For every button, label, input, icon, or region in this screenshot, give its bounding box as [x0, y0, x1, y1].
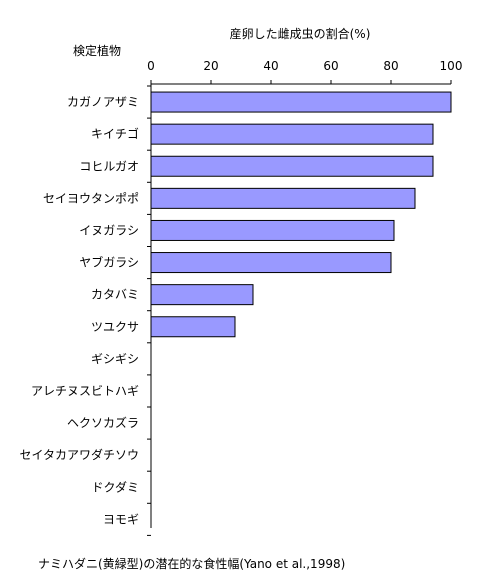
category-label: ツユクサ — [91, 320, 139, 334]
category-labels: カガノアザミキイチゴコヒルガオセイヨウタンポポイヌガラシヤブガラシカタバミツユク… — [19, 95, 139, 526]
category-label: イヌガラシ — [79, 223, 139, 237]
category-label: カガノアザミ — [67, 95, 139, 109]
category-label: カタバミ — [91, 288, 139, 302]
bar — [150, 187, 416, 209]
bar — [150, 284, 254, 306]
category-label: ヘクソカズラ — [67, 415, 139, 430]
category-label: セイヨウタンポポ — [43, 191, 139, 205]
x-tick-label: 0 — [147, 59, 155, 73]
category-label: セイタカアワダチソウ — [19, 447, 139, 462]
category-label: ヤブガラシ — [79, 255, 139, 270]
bars-group — [150, 91, 452, 338]
category-label: キイチゴ — [91, 126, 139, 141]
category-label: コヒルガオ — [79, 159, 139, 173]
bar — [150, 316, 236, 338]
x-tick-label: 100 — [440, 59, 463, 73]
x-tick-label: 40 — [263, 59, 278, 73]
bar — [150, 252, 392, 274]
x-tick-label: 60 — [323, 59, 338, 73]
category-label: アレチヌスビトハギ — [31, 384, 139, 398]
bar — [150, 219, 395, 241]
x-tick-label: 20 — [203, 59, 218, 73]
figure-caption: ナミハダニ(黄緑型)の潜在的な食性幅(Yano et al.,1998) — [38, 556, 345, 571]
category-label: ギシギシ — [91, 352, 139, 366]
x-axis: 0 20 40 60 80 100 — [147, 59, 462, 84]
y-axis-title: 検定植物 — [73, 43, 121, 58]
axes — [147, 83, 451, 536]
bar — [150, 91, 452, 113]
chart-title: 産卵した雌成虫の割合(%) — [230, 26, 371, 41]
bar — [150, 123, 434, 145]
category-label: ドクダミ — [91, 479, 139, 494]
x-tick-label: 80 — [383, 59, 398, 73]
category-label: ヨモギ — [103, 512, 139, 526]
bar — [150, 155, 434, 177]
